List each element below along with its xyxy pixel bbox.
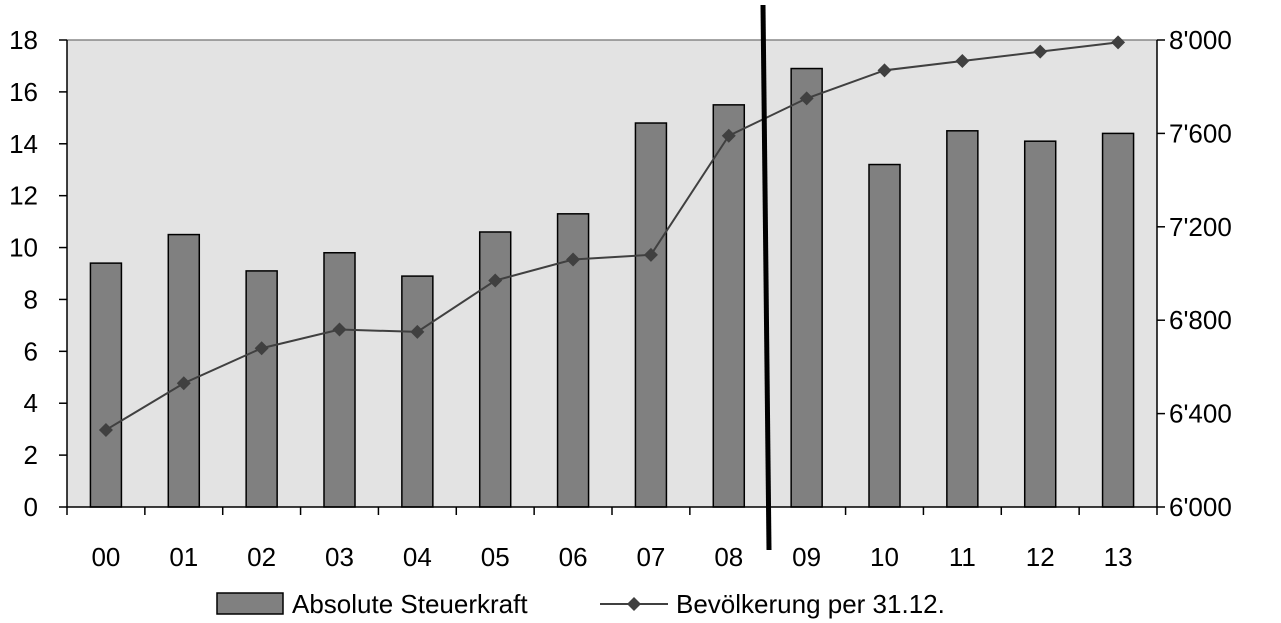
population-marker-01 bbox=[176, 376, 191, 391]
population-marker-12 bbox=[1033, 44, 1048, 59]
bar-04 bbox=[401, 275, 434, 508]
legend-diamond-marker bbox=[627, 597, 641, 611]
bar-01 bbox=[167, 233, 201, 508]
x-tick-label-07: 07 bbox=[636, 542, 665, 572]
population-marker-03 bbox=[332, 322, 347, 337]
left-tick-label-10: 10 bbox=[9, 233, 38, 263]
bar-07 bbox=[634, 122, 668, 508]
x-tick-label-06: 06 bbox=[559, 542, 588, 572]
left-tick-label-8: 8 bbox=[24, 284, 38, 314]
right-tick-label-6'400: 6'400 bbox=[1169, 399, 1232, 429]
legend-bar-swatch bbox=[216, 592, 284, 615]
x-tick-label-01: 01 bbox=[169, 542, 198, 572]
population-line bbox=[105, 41, 1119, 431]
x-tick-label-08: 08 bbox=[714, 542, 743, 572]
population-marker-05 bbox=[488, 273, 503, 288]
x-tick-label-00: 00 bbox=[91, 542, 120, 572]
x-tick-label-05: 05 bbox=[481, 542, 510, 572]
population-marker-13 bbox=[1111, 35, 1126, 50]
right-tick-label-6'800: 6'800 bbox=[1169, 305, 1232, 335]
right-tick-label-6'000: 6'000 bbox=[1169, 492, 1232, 522]
left-tick-label-12: 12 bbox=[9, 181, 38, 211]
left-tick-label-0: 0 bbox=[24, 492, 38, 522]
population-marker-10 bbox=[877, 63, 892, 78]
left-tick-label-14: 14 bbox=[9, 129, 38, 159]
population-marker-07 bbox=[643, 247, 658, 262]
bar-09 bbox=[790, 67, 823, 508]
population-marker-08 bbox=[721, 128, 736, 143]
plot-area bbox=[67, 40, 1157, 507]
x-tick-label-02: 02 bbox=[247, 542, 276, 572]
population-marker-04 bbox=[410, 324, 425, 339]
axes: 0246810121416186'0006'4006'8007'2007'600… bbox=[9, 25, 1232, 572]
bar-00 bbox=[89, 262, 123, 508]
right-tick-label-8'000: 8'000 bbox=[1169, 25, 1232, 55]
left-tick-label-4: 4 bbox=[24, 388, 38, 418]
x-tick-label-11: 11 bbox=[949, 542, 976, 572]
right-tick-label-7'600: 7'600 bbox=[1169, 118, 1232, 148]
population-marker-06 bbox=[566, 252, 581, 267]
bar-02 bbox=[245, 270, 278, 508]
left-tick-label-16: 16 bbox=[9, 77, 38, 107]
population-marker-00 bbox=[98, 422, 113, 437]
x-tick-label-12: 12 bbox=[1026, 542, 1055, 572]
x-tick-label-04: 04 bbox=[403, 542, 432, 572]
bar-13 bbox=[1101, 132, 1135, 508]
legend-line-label: Bevölkerung per 31.12. bbox=[676, 589, 945, 619]
x-tick-label-03: 03 bbox=[325, 542, 354, 572]
period-divider-line bbox=[760, 4, 772, 551]
population-marker-11 bbox=[955, 54, 970, 69]
x-tick-label-09: 09 bbox=[792, 542, 821, 572]
left-tick-label-2: 2 bbox=[24, 440, 38, 470]
left-tick-label-18: 18 bbox=[9, 25, 38, 55]
legend-bar-label: Absolute Steuerkraft bbox=[292, 589, 528, 619]
right-tick-label-7'200: 7'200 bbox=[1169, 212, 1232, 242]
bar-11 bbox=[946, 130, 979, 508]
bar-05 bbox=[478, 231, 512, 508]
x-tick-label-10: 10 bbox=[870, 542, 899, 572]
bar-03 bbox=[323, 251, 356, 508]
population-marker-02 bbox=[254, 341, 269, 356]
population-marker-09 bbox=[799, 91, 814, 106]
bar-10 bbox=[868, 163, 901, 508]
x-tick-label-13: 13 bbox=[1104, 542, 1133, 572]
line-series bbox=[98, 35, 1126, 437]
bar-12 bbox=[1023, 140, 1057, 508]
left-tick-label-6: 6 bbox=[24, 336, 38, 366]
bar-08 bbox=[712, 104, 746, 508]
legend: Absolute Steuerkraft Bevölkerung per 31.… bbox=[216, 589, 945, 619]
